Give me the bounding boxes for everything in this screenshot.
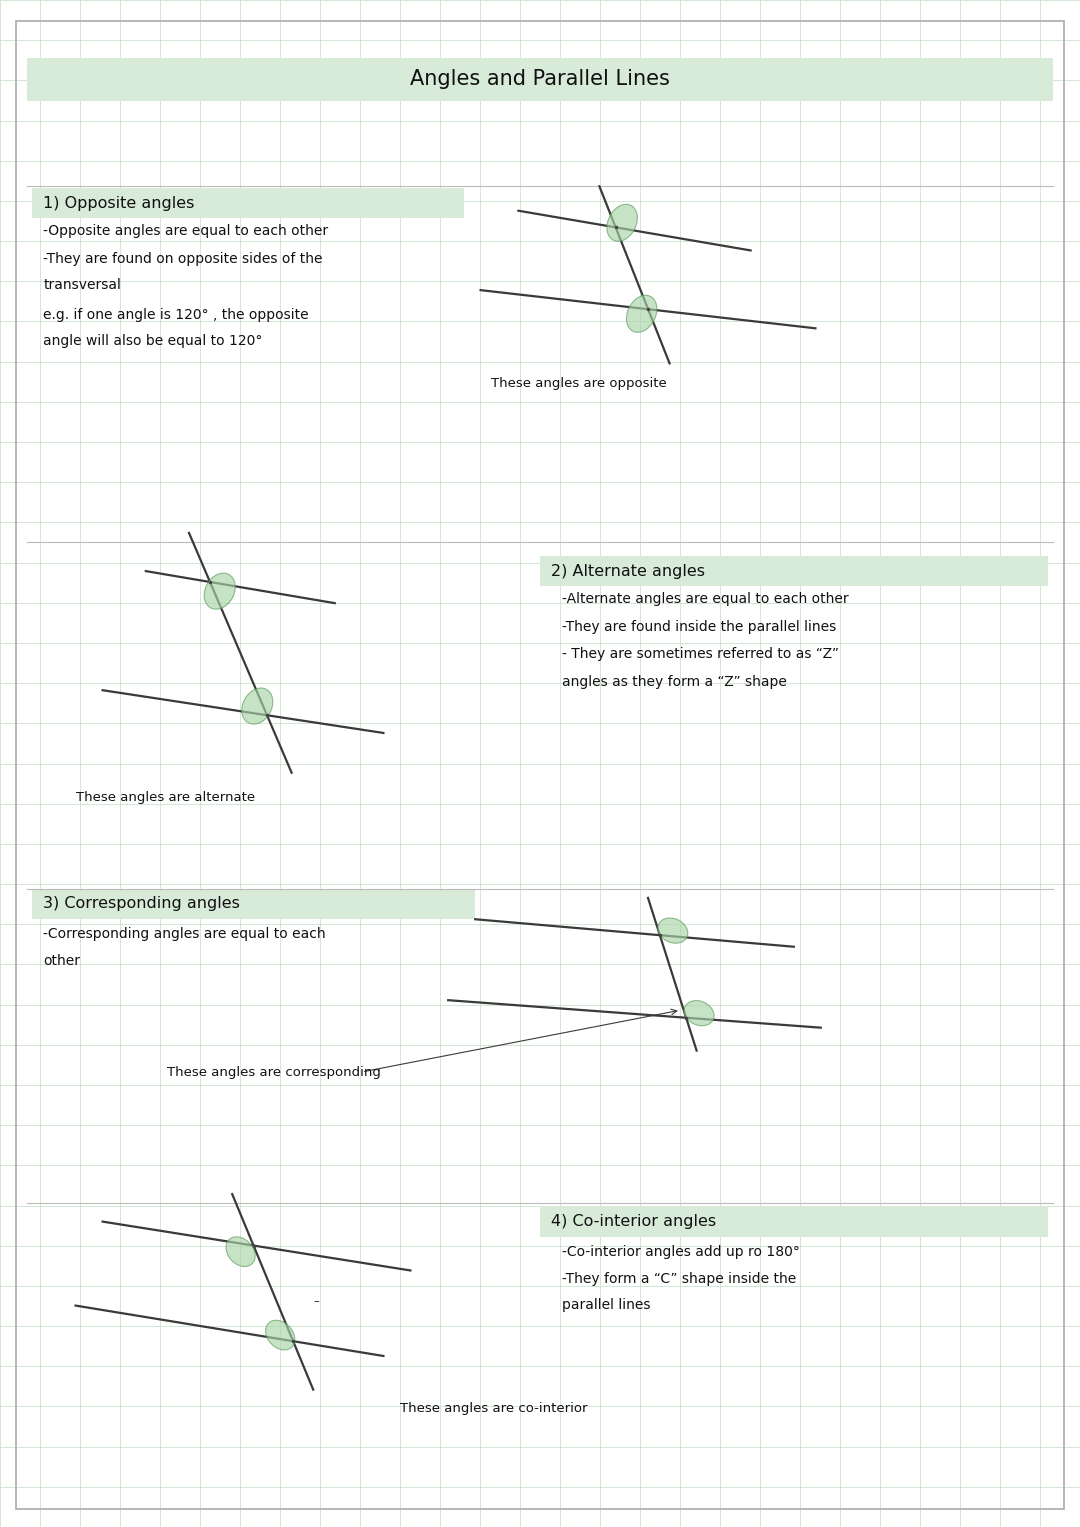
FancyBboxPatch shape (32, 889, 475, 919)
Ellipse shape (626, 295, 657, 333)
Ellipse shape (204, 573, 235, 609)
Text: These angles are corresponding: These angles are corresponding (167, 1066, 381, 1080)
FancyBboxPatch shape (540, 1206, 1048, 1237)
Text: -Co-interior angles add up ro 180°: -Co-interior angles add up ro 180° (562, 1245, 799, 1258)
Text: transversal: transversal (43, 278, 121, 292)
Text: These angles are opposite: These angles are opposite (491, 377, 667, 391)
Ellipse shape (226, 1237, 255, 1266)
Ellipse shape (684, 1000, 714, 1026)
Text: -Opposite angles are equal to each other: -Opposite angles are equal to each other (43, 224, 328, 238)
Ellipse shape (658, 918, 688, 944)
Text: angles as they form a “Z” shape: angles as they form a “Z” shape (562, 675, 786, 689)
FancyBboxPatch shape (540, 556, 1048, 586)
Text: parallel lines: parallel lines (562, 1298, 650, 1312)
Text: angle will also be equal to 120°: angle will also be equal to 120° (43, 334, 262, 348)
Text: -Alternate angles are equal to each other: -Alternate angles are equal to each othe… (562, 592, 848, 606)
Text: These angles are co-interior: These angles are co-interior (400, 1402, 588, 1416)
Text: -They form a “C” shape inside the: -They form a “C” shape inside the (562, 1272, 796, 1286)
Ellipse shape (242, 689, 273, 724)
Text: 4) Co-interior angles: 4) Co-interior angles (551, 1214, 716, 1229)
Text: 1) Opposite angles: 1) Opposite angles (43, 195, 194, 211)
Text: -They are found inside the parallel lines: -They are found inside the parallel line… (562, 620, 836, 634)
Text: other: other (43, 954, 80, 968)
Text: 3) Corresponding angles: 3) Corresponding angles (43, 896, 240, 912)
Text: -They are found on opposite sides of the: -They are found on opposite sides of the (43, 252, 323, 266)
Text: e.g. if one angle is 120° , the opposite: e.g. if one angle is 120° , the opposite (43, 308, 309, 322)
Text: Angles and Parallel Lines: Angles and Parallel Lines (410, 69, 670, 90)
Ellipse shape (266, 1321, 295, 1350)
Text: 2) Alternate angles: 2) Alternate angles (551, 563, 705, 579)
Text: - They are sometimes referred to as “Z”: - They are sometimes referred to as “Z” (562, 647, 838, 661)
Text: These angles are alternate: These angles are alternate (76, 791, 255, 805)
FancyBboxPatch shape (27, 58, 1053, 101)
Text: –: – (313, 1296, 319, 1306)
Text: -Corresponding angles are equal to each: -Corresponding angles are equal to each (43, 927, 326, 941)
FancyBboxPatch shape (32, 188, 464, 218)
Ellipse shape (607, 205, 637, 241)
